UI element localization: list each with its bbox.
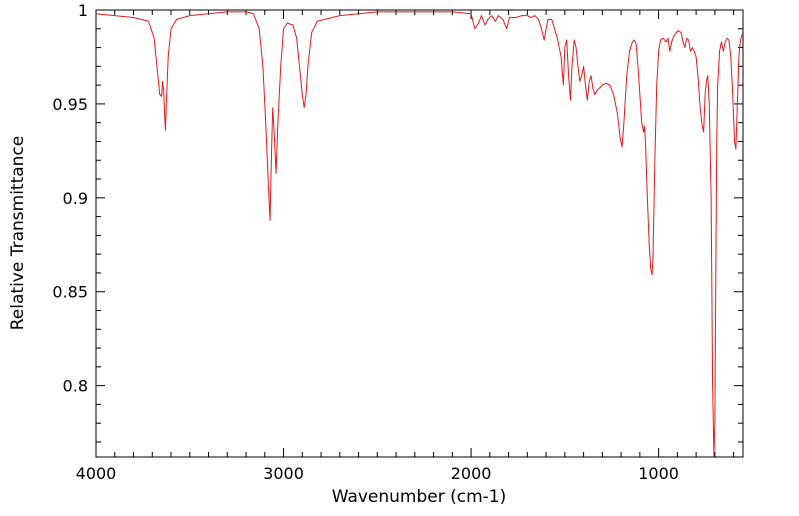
y-tick-label: 1 [78,1,88,20]
series-layer [96,11,743,457]
y-axis-title: Relative Transmittance [8,136,28,331]
plot-area [95,9,744,458]
y-tick-labels: 0.8 0.85 0.9 0.95 1 [52,1,88,396]
y-tick-label: 0.95 [52,95,88,114]
x-tick-label: 2000 [451,464,492,483]
axis-ticks [95,9,743,457]
x-axis-title: Wavenumber (cm-1) [332,487,507,507]
x-tick-label: 3000 [263,464,304,483]
y-tick-label: 0.8 [63,377,88,396]
spectrum-line [96,11,743,457]
x-tick-label: 1000 [638,464,679,483]
x-tick-labels: 4000 3000 2000 1000 [76,464,679,483]
x-tick-label: 4000 [76,464,117,483]
y-tick-label: 0.85 [52,283,88,302]
y-tick-label: 0.9 [63,189,88,208]
